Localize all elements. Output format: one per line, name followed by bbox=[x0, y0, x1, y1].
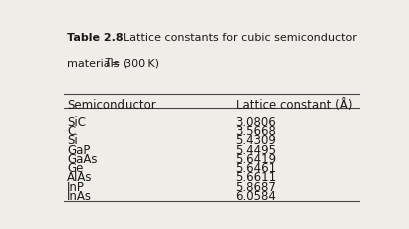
Text: T: T bbox=[104, 58, 111, 68]
Text: SiC: SiC bbox=[67, 116, 86, 129]
Text: Ge: Ge bbox=[67, 162, 83, 175]
Text: Lattice constant (Å): Lattice constant (Å) bbox=[235, 99, 351, 112]
Text: GaAs: GaAs bbox=[67, 153, 97, 166]
Text: 5.6461: 5.6461 bbox=[235, 162, 276, 175]
Text: GaP: GaP bbox=[67, 144, 90, 157]
Text: 5.6611: 5.6611 bbox=[235, 172, 276, 185]
Text: C: C bbox=[67, 125, 75, 138]
Text: 5.4309: 5.4309 bbox=[235, 134, 276, 147]
Text: 6.0584: 6.0584 bbox=[235, 190, 276, 203]
Text: Table 2.8: Table 2.8 bbox=[67, 33, 124, 43]
Text: InAs: InAs bbox=[67, 190, 92, 203]
Text: 5.8687: 5.8687 bbox=[235, 181, 276, 194]
Text: InP: InP bbox=[67, 181, 85, 194]
Text: = 300 K): = 300 K) bbox=[109, 58, 159, 68]
Text: Si: Si bbox=[67, 134, 78, 147]
Text: 3.5668: 3.5668 bbox=[235, 125, 276, 138]
Text: Lattice constants for cubic semiconductor: Lattice constants for cubic semiconducto… bbox=[116, 33, 356, 43]
Text: Semiconductor: Semiconductor bbox=[67, 99, 155, 112]
Text: 5.4495: 5.4495 bbox=[235, 144, 276, 157]
Text: AlAs: AlAs bbox=[67, 172, 92, 185]
Text: materials (: materials ( bbox=[67, 58, 127, 68]
Text: 5.6419: 5.6419 bbox=[235, 153, 276, 166]
Text: 3.0806: 3.0806 bbox=[235, 116, 276, 129]
